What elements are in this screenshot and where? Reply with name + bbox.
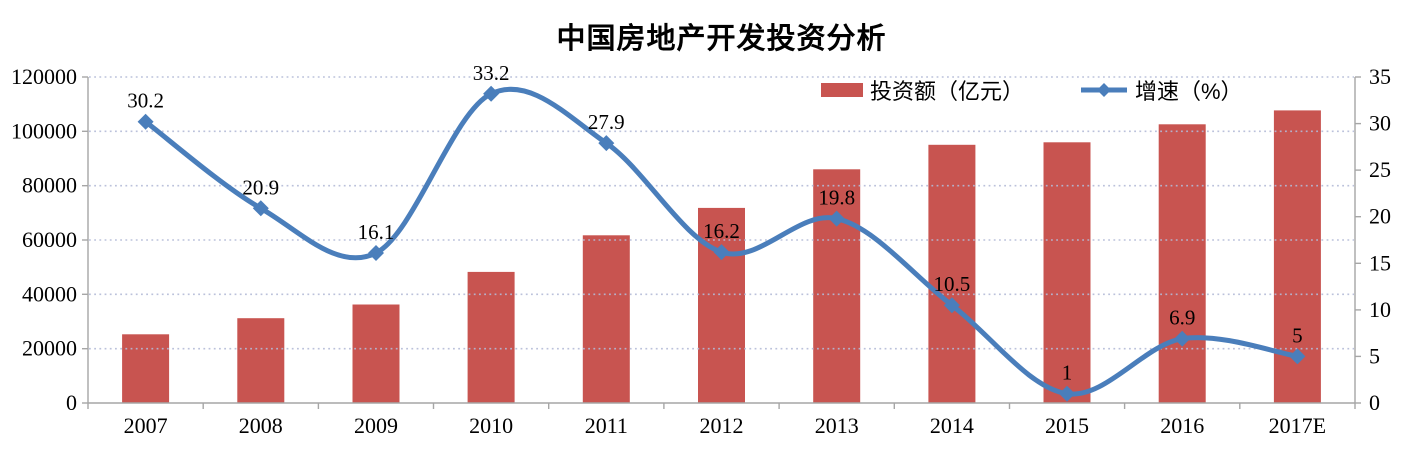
left-axis-label-80000: 80000: [22, 173, 77, 198]
left-axis-label-100000: 100000: [11, 118, 77, 143]
data-label-2009: 16.1: [358, 220, 395, 244]
x-axis-label-2009: 2009: [354, 413, 398, 438]
right-axis-label-30: 30: [1369, 111, 1391, 136]
left-axis-label-0: 0: [66, 390, 77, 415]
right-axis-labels: 0 5 10 15 20 25 30 35: [1369, 64, 1391, 415]
right-axis-label-25: 25: [1369, 157, 1391, 182]
line-series-marker-icon: [1081, 83, 1127, 97]
marker-2014: [943, 297, 960, 314]
left-axis-label-60000: 60000: [22, 227, 77, 252]
data-label-2017E: 5: [1292, 323, 1303, 347]
bar-series: [122, 110, 1321, 404]
left-axis-label-120000: 120000: [11, 64, 77, 89]
data-label-2014: 10.5: [934, 272, 971, 296]
x-axis-label-2015: 2015: [1045, 413, 1089, 438]
bar-2011: [582, 235, 630, 403]
marker-2010: [483, 85, 500, 102]
marker-2016: [1174, 330, 1191, 347]
bar-2007: [122, 334, 170, 403]
bar-2010: [467, 271, 515, 403]
chart-title: 中国房地产开发投资分析: [556, 23, 887, 55]
left-axis-label-40000: 40000: [22, 281, 77, 306]
data-label-2015: 1: [1062, 361, 1073, 385]
marker-2013: [828, 210, 845, 227]
bar-2009: [352, 304, 400, 403]
marker-2009: [368, 245, 384, 261]
data-label-2013: 19.8: [818, 186, 855, 210]
bar-2013: [813, 169, 861, 403]
bar-2012: [698, 207, 745, 403]
left-axis-label-20000: 20000: [22, 336, 77, 361]
marker-2012: [713, 244, 730, 261]
right-axis-label-0: 0: [1369, 390, 1380, 415]
data-label-2012: 16.2: [703, 219, 740, 243]
data-label-2011: 27.9: [588, 110, 625, 134]
x-axis-label-2013: 2013: [815, 413, 859, 438]
x-axis-label-2008: 2008: [239, 413, 283, 438]
right-axis-label-10: 10: [1369, 297, 1391, 322]
legend-item-growth: 增速（%）: [1080, 76, 1243, 104]
right-axis-label-20: 20: [1369, 204, 1391, 229]
x-axis-labels: 2007 2008 2009 2010 2011 2012 2013 2014 2015 2016…: [124, 413, 1327, 438]
data-label-2008: 20.9: [242, 175, 279, 199]
marker-2015: [1059, 385, 1075, 402]
axes: [82, 76, 1361, 409]
bar-2016: [1158, 124, 1206, 404]
data-label-2016: 6.9: [1169, 306, 1195, 330]
bar-2014: [928, 144, 976, 404]
bar-2008: [237, 318, 285, 403]
legend-item-investment: 投资额（亿元）: [821, 76, 1024, 104]
data-labels: 30.2 20.9 16.1 33.2 27.9 16.2 19.8 10.5 1 6.9 5: [127, 61, 1302, 385]
x-axis-label-2012: 2012: [700, 413, 744, 438]
marker-2011: [598, 135, 615, 152]
bar-series-swatch-icon: [821, 83, 863, 97]
legend-label-growth: 增速（%）: [1135, 79, 1243, 104]
x-axis-label-2017E: 2017E: [1269, 413, 1326, 438]
line-markers: [137, 85, 1306, 402]
marker-2007: [137, 113, 154, 130]
x-axis-label-2010: 2010: [469, 413, 513, 438]
right-axis-label-5: 5: [1369, 343, 1380, 368]
right-axis-label-15: 15: [1369, 250, 1391, 275]
right-axis-label-35: 35: [1369, 64, 1391, 89]
x-axis-label-2007: 2007: [124, 413, 168, 438]
marker-2008: [252, 200, 269, 217]
legend-label-investment: 投资额（亿元）: [870, 79, 1025, 104]
x-axis-label-2011: 2011: [585, 413, 628, 438]
data-label-2007: 30.2: [127, 89, 164, 113]
x-axis-label-2014: 2014: [930, 413, 974, 438]
x-axis-label-2016: 2016: [1160, 413, 1204, 438]
marker-2017E: [1289, 348, 1306, 365]
data-label-2010: 33.2: [473, 61, 510, 85]
left-axis-labels: 0 20000 40000 60000 80000 100000 120000: [11, 64, 77, 415]
